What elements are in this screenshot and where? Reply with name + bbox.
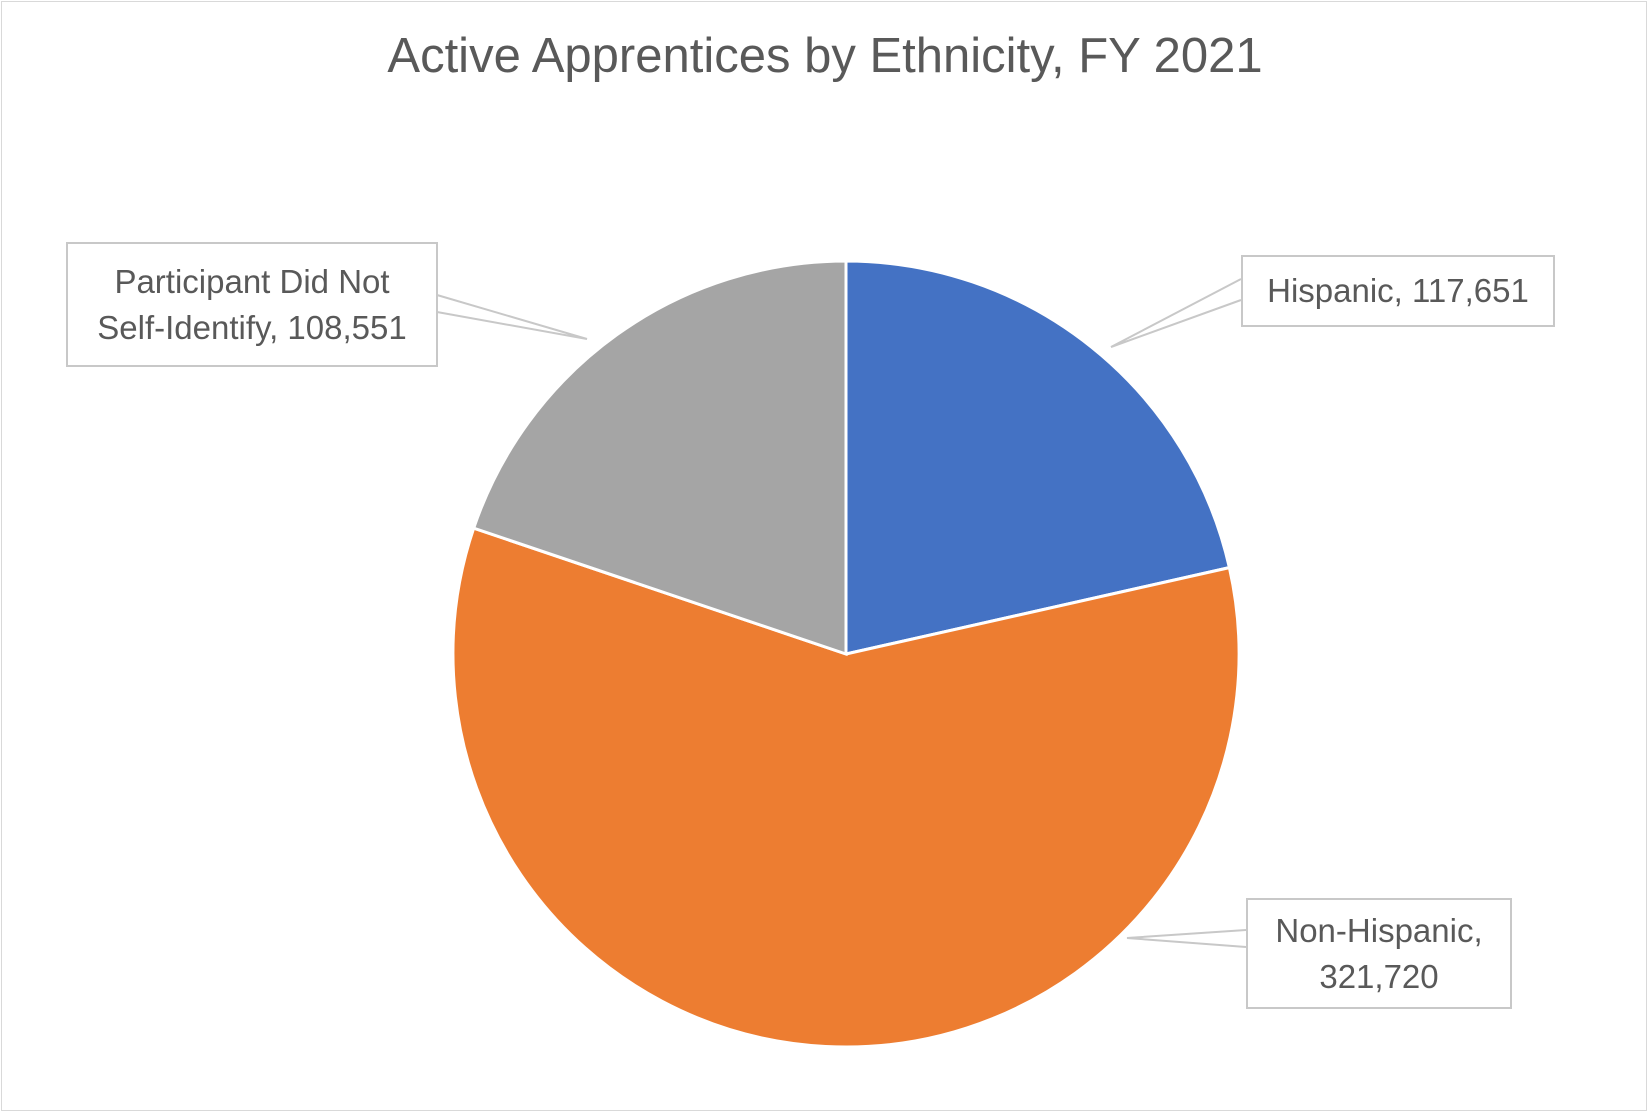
- leader-line-not-identified: [436, 294, 588, 340]
- data-label-text: Hispanic, 117,651: [1267, 272, 1529, 309]
- pie-slice-non-hispanic: [451, 526, 1241, 1049]
- pie-slice-hispanic: [844, 259, 1232, 656]
- leader-line-hispanic: [1110, 278, 1242, 348]
- data-label-hispanic: Hispanic, 117,651: [1241, 255, 1555, 327]
- chart-title: Active Apprentices by Ethnicity, FY 2021: [387, 29, 1263, 83]
- data-label-text: 321,720: [1319, 957, 1439, 995]
- data-label-text: Participant Did Not: [114, 262, 390, 300]
- data-label-text: Self-Identify, 108,551: [97, 308, 407, 346]
- data-label-non-hispanic: Non-Hispanic, 321,720: [1246, 898, 1512, 1009]
- data-label-not-identified: Participant Did Not Self-Identify, 108,5…: [66, 242, 438, 367]
- pie-slice-participant-did-not-self-identify: [471, 259, 848, 657]
- data-label-text: Non-Hispanic,: [1275, 911, 1483, 949]
- leader-line-non-hispanic: [1126, 929, 1247, 948]
